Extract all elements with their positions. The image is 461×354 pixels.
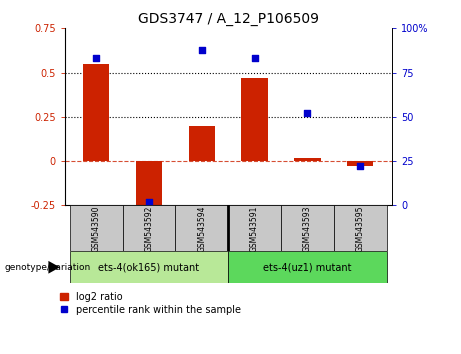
Text: ets-4(uz1) mutant: ets-4(uz1) mutant	[263, 262, 352, 272]
Bar	[242, 78, 268, 161]
Text: genotype/variation: genotype/variation	[5, 263, 91, 272]
Bar	[70, 205, 123, 251]
Bar	[189, 126, 215, 161]
Bar	[228, 205, 281, 251]
Bar	[347, 161, 373, 166]
Point	[304, 110, 311, 116]
Bar	[281, 205, 334, 251]
Point	[356, 164, 364, 169]
Text: GSM543593: GSM543593	[303, 205, 312, 252]
Text: GSM543590: GSM543590	[92, 205, 100, 252]
Title: GDS3747 / A_12_P106509: GDS3747 / A_12_P106509	[138, 12, 319, 26]
Text: GSM543595: GSM543595	[356, 205, 365, 252]
Point	[198, 47, 206, 52]
Bar	[83, 64, 109, 161]
Legend: log2 ratio, percentile rank within the sample: log2 ratio, percentile rank within the s…	[60, 292, 241, 314]
Polygon shape	[48, 261, 60, 274]
Bar	[228, 251, 387, 283]
Point	[251, 56, 258, 61]
Text: ets-4(ok165) mutant: ets-4(ok165) mutant	[99, 262, 200, 272]
Bar	[294, 158, 320, 161]
Bar	[123, 205, 175, 251]
Point	[145, 199, 153, 205]
Text: GSM543594: GSM543594	[197, 205, 207, 252]
Bar	[334, 205, 387, 251]
Bar	[175, 205, 228, 251]
Bar	[70, 251, 228, 283]
Point	[93, 56, 100, 61]
Text: GSM543592: GSM543592	[144, 205, 154, 252]
Bar	[136, 161, 162, 214]
Text: GSM543591: GSM543591	[250, 205, 259, 252]
